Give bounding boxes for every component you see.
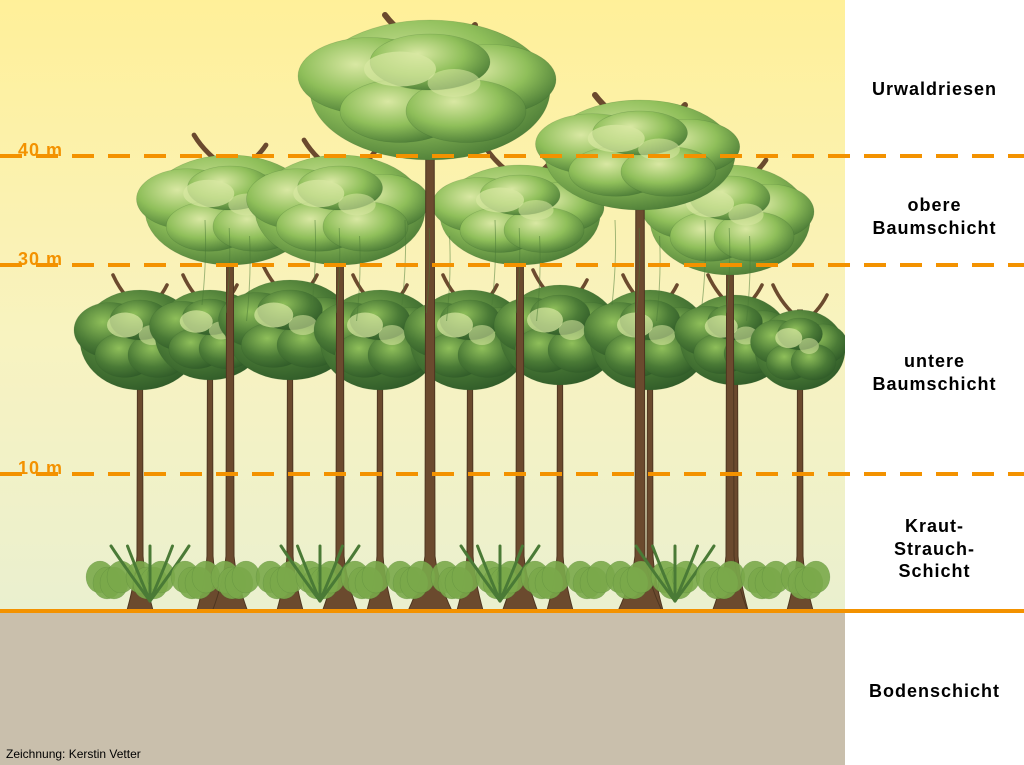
layer-label: untereBaumschicht: [845, 350, 1024, 395]
height-dash-line: [0, 472, 1024, 476]
layer-label: Bodenschicht: [845, 680, 1024, 703]
rainforest-stratification-diagram: Urwaldriesen obereBaumschicht untereBaumsc…: [0, 0, 1024, 765]
layer-label: Urwaldriesen: [845, 78, 1024, 101]
height-label: 10 m: [18, 458, 63, 479]
tree-crown: [298, 20, 556, 160]
height-dash-line: [0, 263, 1024, 267]
height-dash-line: [0, 609, 1024, 613]
height-label: 30 m: [18, 249, 63, 270]
shrub: [781, 561, 830, 599]
credit-text: Zeichnung: Kerstin Vetter: [6, 747, 141, 761]
layer-label: Kraut-Strauch-Schicht: [845, 515, 1024, 583]
layer-label: obereBaumschicht: [845, 194, 1024, 239]
height-label: 40 m: [18, 140, 63, 161]
height-dash-line: [0, 154, 1024, 158]
ground: [0, 611, 845, 765]
layer-label-column: Urwaldriesen obereBaumschicht untereBaumsc…: [845, 0, 1024, 765]
